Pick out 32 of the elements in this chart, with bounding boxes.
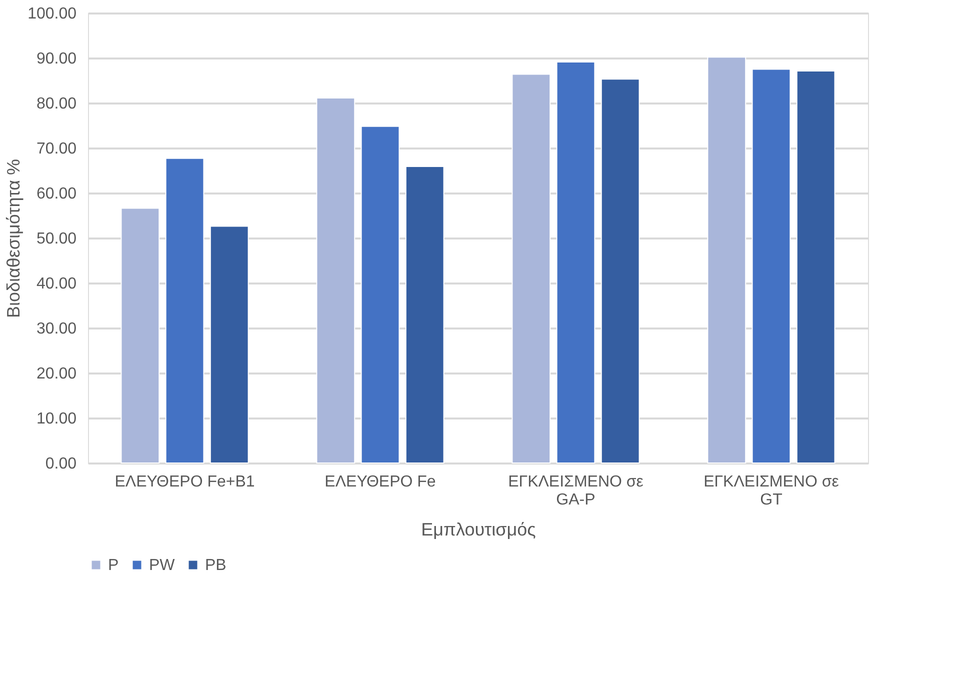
y-tick-label: 0.00	[45, 456, 77, 472]
bar	[316, 98, 356, 464]
x-axis-title: Εμπλουτισμός	[421, 520, 536, 540]
y-tick-label: 100.00	[28, 6, 77, 22]
y-tick-label: 70.00	[36, 140, 77, 158]
y-tick-label: 90.00	[36, 50, 77, 68]
bar	[600, 78, 640, 464]
y-tick-label: 10.00	[36, 410, 77, 428]
bar	[165, 158, 204, 464]
y-tick-label: 20.00	[36, 366, 77, 382]
bar	[360, 126, 400, 464]
y-axis-title: Βιοδιαθεσιμότητα %	[4, 158, 24, 318]
x-tick-label: ΕΛΕΥΘΕΡΟ Fe+B1	[114, 474, 255, 490]
bar	[120, 208, 160, 464]
bar	[210, 226, 249, 464]
x-tick-label: ΕΓΚΛΕΙΣΜΕΝΟ σε GA-P	[508, 474, 644, 508]
bar	[796, 70, 836, 464]
bar	[556, 62, 596, 464]
y-tick-label: 50.00	[36, 230, 77, 248]
legend-label: P	[108, 557, 119, 574]
bar	[707, 56, 746, 464]
x-tick-label: ΕΛΕΥΘΕΡΟ Fe	[324, 474, 436, 490]
y-tick-label: 30.00	[36, 320, 77, 338]
y-tick-label: 40.00	[36, 276, 77, 292]
bar	[752, 68, 791, 464]
bar	[512, 74, 551, 464]
bar	[405, 166, 444, 464]
legend-label: PW	[149, 557, 176, 574]
x-tick-label: ΕΓΚΛΕΙΣΜΕΝΟ σε GT	[704, 474, 839, 508]
y-tick-label: 80.00	[36, 96, 77, 112]
legend-label: PB	[205, 557, 226, 574]
y-tick-label: 60.00	[36, 186, 77, 202]
